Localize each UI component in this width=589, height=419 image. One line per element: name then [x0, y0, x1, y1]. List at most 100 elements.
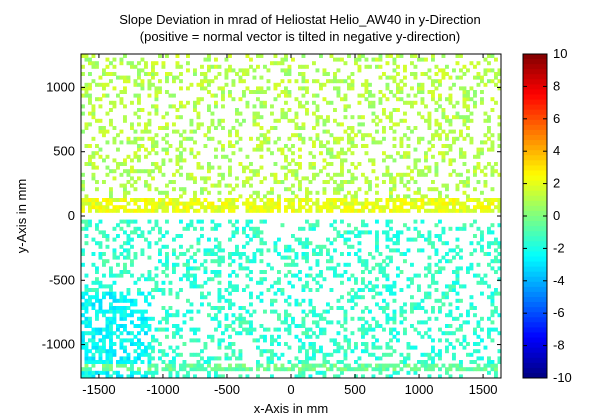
heatmap-cell	[154, 165, 159, 170]
heatmap-cell	[371, 201, 376, 206]
heatmap-cell	[319, 316, 323, 321]
heatmap-cell	[203, 248, 208, 253]
heatmap-cell	[298, 162, 302, 166]
heatmap-cell	[168, 144, 173, 148]
heatmap-cell	[473, 93, 477, 98]
heatmap-cell	[396, 205, 400, 210]
heatmap-cell	[487, 136, 491, 141]
heatmap-cell	[389, 208, 393, 213]
heatmap-cell	[294, 252, 299, 256]
colorbar-segment	[523, 170, 547, 176]
heatmap-cell	[315, 244, 320, 249]
heatmap-cell	[462, 226, 467, 231]
colorbar-tick-label: 6	[553, 111, 560, 126]
heatmap-cell	[291, 158, 295, 163]
heatmap-cell	[105, 374, 110, 379]
colorbar-segment	[523, 64, 547, 70]
heatmap-cell	[294, 115, 299, 120]
heatmap-cell	[448, 342, 453, 346]
heatmap-cell	[158, 342, 162, 346]
heatmap-cell	[497, 277, 502, 282]
heatmap-cell	[161, 306, 166, 310]
heatmap-cell	[161, 208, 166, 213]
heatmap-cell	[364, 133, 369, 138]
heatmap-cell	[305, 219, 309, 224]
heatmap-cell	[280, 180, 285, 184]
heatmap-cell	[231, 79, 236, 84]
heatmap-cell	[417, 140, 421, 145]
heatmap-cell	[417, 234, 421, 238]
heatmap-cell	[315, 223, 320, 228]
heatmap-cell	[399, 86, 404, 91]
heatmap-cell	[238, 352, 243, 357]
heatmap-cell	[434, 169, 439, 174]
heatmap-cell	[144, 295, 148, 300]
heatmap-cell	[175, 352, 180, 357]
heatmap-cell	[119, 205, 124, 210]
heatmap-cell	[91, 295, 96, 300]
heatmap-cell	[371, 118, 376, 123]
heatmap-cell	[123, 169, 127, 174]
heatmap-cell	[165, 273, 169, 278]
heatmap-cell	[84, 144, 89, 148]
heatmap-cell	[245, 320, 250, 325]
heatmap-cell	[102, 230, 106, 235]
heatmap-cell	[326, 205, 330, 210]
heatmap-cell	[308, 190, 313, 195]
heatmap-cell	[298, 277, 302, 282]
heatmap-cell	[102, 180, 106, 184]
heatmap-cell	[389, 194, 393, 199]
heatmap-cell	[361, 82, 365, 87]
heatmap-cell	[403, 194, 407, 199]
heatmap-cell	[84, 320, 89, 325]
heatmap-cell	[431, 198, 435, 202]
heatmap-cell	[277, 205, 281, 210]
heatmap-cell	[427, 327, 432, 332]
heatmap-cell	[161, 244, 166, 249]
heatmap-cell	[217, 255, 222, 260]
heatmap-cell	[322, 244, 327, 249]
heatmap-cell	[252, 122, 257, 127]
heatmap-cell	[480, 205, 484, 210]
heatmap-cell	[165, 230, 169, 235]
heatmap-cell	[294, 172, 299, 177]
heatmap-cell	[109, 295, 113, 300]
heatmap-cell	[147, 316, 152, 321]
heatmap-cell	[91, 136, 96, 141]
heatmap-cell	[431, 244, 435, 249]
heatmap-cell	[147, 72, 152, 76]
heatmap-cell	[231, 270, 236, 274]
heatmap-cell	[256, 144, 260, 148]
heatmap-cell	[382, 158, 386, 163]
heatmap-cell	[298, 270, 302, 274]
heatmap-cell	[133, 154, 138, 159]
heatmap-cell	[389, 352, 393, 357]
heatmap-cell	[196, 165, 201, 170]
heatmap-cell	[193, 201, 197, 206]
heatmap-cell	[221, 338, 225, 343]
heatmap-cell	[480, 237, 484, 242]
heatmap-cell	[322, 165, 327, 170]
heatmap-cell	[140, 316, 145, 321]
heatmap-cell	[308, 309, 313, 314]
heatmap-cell	[245, 180, 250, 184]
heatmap-cell	[154, 205, 159, 210]
heatmap-cell	[266, 367, 271, 372]
heatmap-cell	[410, 61, 414, 66]
heatmap-cell	[371, 158, 376, 163]
heatmap-cell	[403, 82, 407, 87]
heatmap-cell	[427, 118, 432, 123]
heatmap-cell	[158, 79, 162, 84]
heatmap-cell	[350, 295, 355, 300]
heatmap-cell	[301, 136, 306, 141]
heatmap-cell	[203, 270, 208, 274]
heatmap-cell	[238, 363, 243, 368]
heatmap-cell	[249, 259, 253, 264]
heatmap-cell	[441, 198, 446, 202]
heatmap-cell	[312, 100, 316, 105]
heatmap-cell	[259, 298, 264, 303]
heatmap-cell	[368, 252, 372, 256]
heatmap-cell	[410, 309, 414, 314]
heatmap-cell	[322, 122, 327, 127]
